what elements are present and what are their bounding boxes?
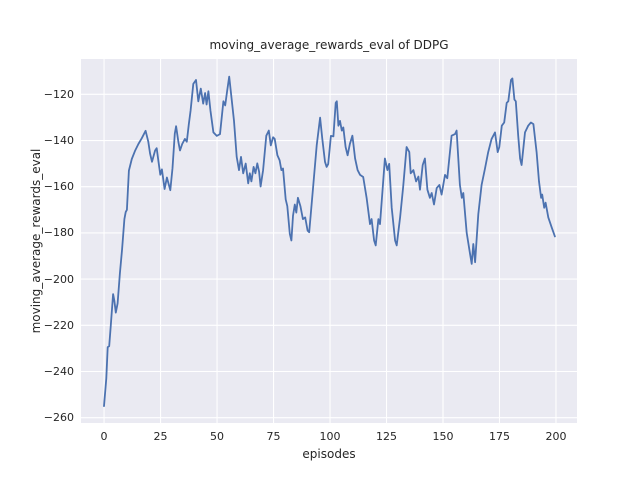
y-tick-label: −120 [43,87,74,101]
plot-canvas [81,59,577,423]
y-tick-label: −140 [43,134,74,148]
x-tick-label: 75 [266,430,281,443]
reward-line [103,75,556,408]
y-tick-label: −220 [43,318,74,332]
x-tick-label: 175 [488,430,510,443]
y-tick-label: −180 [43,226,74,240]
y-tick-label: −160 [43,180,74,194]
x-tick-label: 0 [100,430,108,443]
x-tick-label: 100 [319,430,341,443]
x-tick-label: 150 [432,430,454,443]
x-tick-label: 200 [545,430,567,443]
plot-area [81,59,577,423]
x-tick-label: 50 [210,430,225,443]
x-axis-label: episodes [302,447,356,461]
chart-title: moving_average_rewards_eval of DDPG [209,38,449,52]
y-tick-label: −260 [43,411,74,425]
x-tick-label: 125 [376,430,397,443]
y-axis-label: moving_average_rewards_eval [29,148,43,334]
y-tick-label: −200 [43,272,74,286]
x-tick-label: 25 [153,430,168,443]
y-tick-label: −240 [43,364,74,378]
